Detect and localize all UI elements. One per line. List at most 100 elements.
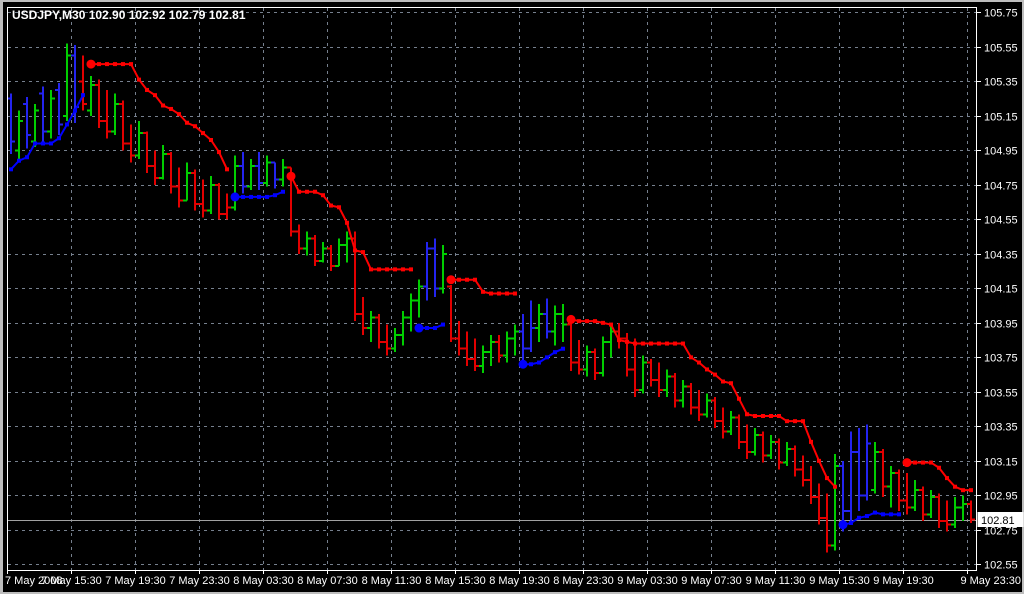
ohlc-bar[interactable] [47, 89, 55, 139]
ohlc-bar[interactable] [847, 431, 855, 522]
ohlc-bar[interactable] [215, 183, 223, 220]
ohlc-bar[interactable] [631, 338, 639, 398]
ohlc-bar[interactable] [479, 345, 487, 373]
ohlc-bar[interactable] [943, 500, 951, 532]
ohlc-bar[interactable] [927, 490, 935, 518]
ohlc-bar[interactable] [407, 293, 415, 332]
ohlc-bar[interactable] [399, 310, 407, 346]
ohlc-bar[interactable] [103, 89, 111, 139]
ohlc-bar[interactable] [455, 321, 463, 356]
ohlc-bar[interactable] [271, 161, 279, 189]
ohlc-bar[interactable] [791, 445, 799, 477]
ohlc-bar[interactable] [151, 150, 159, 185]
ohlc-bar[interactable] [863, 424, 871, 501]
ohlc-bar[interactable] [471, 338, 479, 372]
ohlc-bar[interactable] [583, 345, 591, 377]
ohlc-bar[interactable] [967, 500, 975, 523]
ohlc-bar[interactable] [279, 158, 287, 187]
ohlc-bar[interactable] [695, 390, 703, 422]
ohlc-bar[interactable] [263, 155, 271, 187]
ohlc-bar[interactable] [311, 234, 319, 266]
ohlc-bar[interactable] [703, 393, 711, 418]
ohlc-bar[interactable] [135, 121, 143, 159]
ohlc-bar[interactable] [935, 493, 943, 529]
ohlc-bar[interactable] [527, 300, 535, 353]
ohlc-bar[interactable] [831, 453, 839, 551]
ohlc-bar[interactable] [567, 321, 575, 372]
ohlc-bar[interactable] [327, 245, 335, 272]
ohlc-bar[interactable] [199, 179, 207, 218]
ohlc-bar[interactable] [183, 162, 191, 202]
ohlc-bar[interactable] [119, 100, 127, 151]
ohlc-bar[interactable] [383, 324, 391, 356]
ohlc-bar[interactable] [887, 466, 895, 508]
ohlc-bar[interactable] [463, 331, 471, 366]
ohlc-bar[interactable] [207, 176, 215, 215]
ohlc-bar[interactable] [719, 407, 727, 439]
ohlc-bar[interactable] [535, 303, 543, 342]
ohlc-bar[interactable] [735, 414, 743, 449]
ohlc-bar[interactable] [559, 303, 567, 342]
ohlc-bar[interactable] [167, 152, 175, 194]
price-axis[interactable]: 105.75 105.55 105.35 105.15 104.95 104.75 104.… [976, 8, 1018, 572]
ohlc-bar[interactable] [367, 310, 375, 342]
ohlc-bar[interactable] [79, 55, 87, 111]
ohlc-bar[interactable] [143, 131, 151, 173]
ohlc-bar[interactable] [519, 314, 527, 363]
ohlc-bar[interactable] [839, 460, 847, 532]
ohlc-bar[interactable] [807, 466, 815, 504]
ohlc-bar[interactable] [767, 434, 775, 460]
ohlc-bar[interactable] [159, 145, 167, 180]
ohlc-bar[interactable] [423, 241, 431, 301]
ohlc-bar[interactable] [783, 441, 791, 467]
ohlc-bar[interactable] [343, 231, 351, 263]
ohlc-bar[interactable] [895, 469, 903, 511]
ohlc-bar[interactable] [575, 340, 583, 375]
ohlc-bar[interactable] [511, 324, 519, 356]
ohlc-bar[interactable] [775, 438, 783, 470]
ohlc-bar[interactable] [239, 152, 247, 194]
ohlc-bar[interactable] [663, 369, 671, 398]
ohlc-bar[interactable] [415, 279, 423, 318]
ohlc-bar[interactable] [95, 79, 103, 128]
ohlc-bar[interactable] [375, 314, 383, 349]
ohlc-bar[interactable] [871, 441, 879, 494]
ohlc-bar[interactable] [303, 231, 311, 256]
ohlc-bar[interactable] [231, 155, 239, 211]
ohlc-bar[interactable] [335, 238, 343, 267]
ohlc-bar[interactable] [591, 348, 599, 380]
ohlc-bar[interactable] [447, 284, 455, 342]
ohlc-bar[interactable] [911, 479, 919, 511]
ohlc-bar[interactable] [111, 93, 119, 135]
ohlc-bar[interactable] [503, 331, 511, 363]
ohlc-bar[interactable] [87, 76, 95, 116]
ohlc-bar[interactable] [959, 495, 967, 522]
ohlc-bar[interactable] [15, 110, 23, 159]
ohlc-bar[interactable] [543, 298, 551, 339]
ohlc-bar[interactable] [815, 483, 823, 525]
ohlc-bar[interactable] [359, 296, 367, 335]
ohlc-bar[interactable] [823, 493, 831, 553]
ohlc-bar[interactable] [743, 424, 751, 460]
ohlc-bar[interactable] [495, 334, 503, 363]
ohlc-bar[interactable] [39, 86, 47, 142]
ohlc-bar[interactable] [727, 410, 735, 435]
ohlc-bar[interactable] [599, 336, 607, 377]
ohlc-bar[interactable] [759, 431, 767, 463]
ohlc-bar[interactable] [295, 224, 303, 254]
ohlc-bar[interactable] [439, 245, 447, 294]
ohlc-bar[interactable] [487, 334, 495, 366]
ohlc-bar[interactable] [63, 43, 71, 122]
ohlc-bar[interactable] [175, 167, 183, 208]
ohlc-bar[interactable] [951, 497, 959, 529]
ohlc-bar[interactable] [647, 359, 655, 387]
ohlc-bar[interactable] [711, 397, 719, 429]
series-layer[interactable] [7, 43, 975, 553]
ohlc-bar[interactable] [671, 372, 679, 408]
ohlc-bar[interactable] [55, 83, 63, 135]
ohlc-bar[interactable] [639, 355, 647, 394]
ohlc-bar[interactable] [679, 379, 687, 408]
ohlc-bar[interactable] [879, 448, 887, 498]
